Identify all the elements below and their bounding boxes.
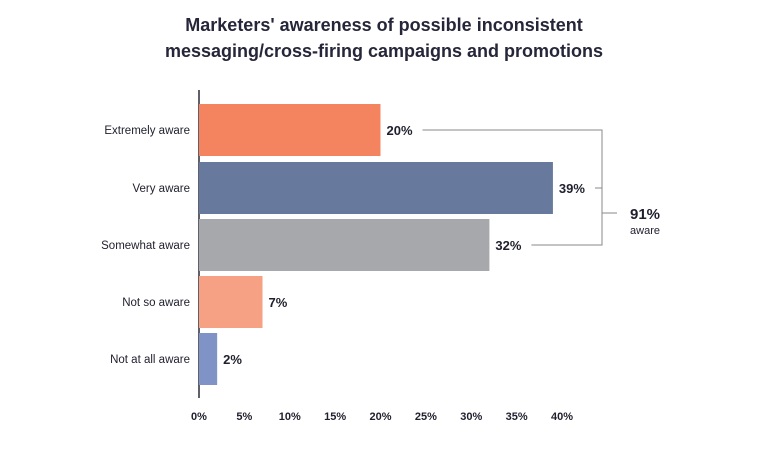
bar-extremely-aware [199, 104, 381, 156]
bar-somewhat-aware [199, 219, 490, 271]
annotation-label: aware [630, 225, 660, 237]
x-tick-label-7: 35% [506, 411, 528, 423]
x-tick-label-5: 25% [415, 411, 437, 423]
category-label-extremely-aware: Extremely aware [104, 125, 190, 137]
x-tick-label-1: 5% [236, 411, 252, 423]
category-label-very-aware: Very aware [132, 183, 190, 195]
category-label-somewhat-aware: Somewhat aware [101, 240, 190, 252]
chart-title-line-2: messaging/cross-firing campaigns and pro… [164, 41, 604, 61]
value-label-not-so-aware: 7% [269, 295, 288, 310]
value-label-not-at-all-aware: 2% [223, 352, 242, 367]
bar-not-at-all-aware [199, 333, 218, 385]
x-tick-label-6: 30% [460, 411, 482, 423]
x-tick-label-0: 0% [191, 411, 207, 423]
value-label-somewhat-aware: 32% [495, 238, 521, 253]
chart-title-line-1: Marketers' awareness of possible inconsi… [185, 15, 583, 35]
category-label-not-at-all-aware: Not at all aware [110, 354, 190, 366]
category-label-not-so-aware: Not so aware [122, 297, 190, 309]
x-tick-label-8: 40% [551, 411, 573, 423]
bar-very-aware [199, 162, 553, 214]
x-tick-label-4: 20% [369, 411, 391, 423]
x-tick-label-3: 15% [324, 411, 346, 423]
bar-not-so-aware [199, 276, 263, 328]
x-tick-label-2: 10% [279, 411, 301, 423]
value-label-very-aware: 39% [559, 181, 585, 196]
annotation-value: 91% [630, 206, 660, 223]
value-label-extremely-aware: 20% [387, 123, 413, 138]
